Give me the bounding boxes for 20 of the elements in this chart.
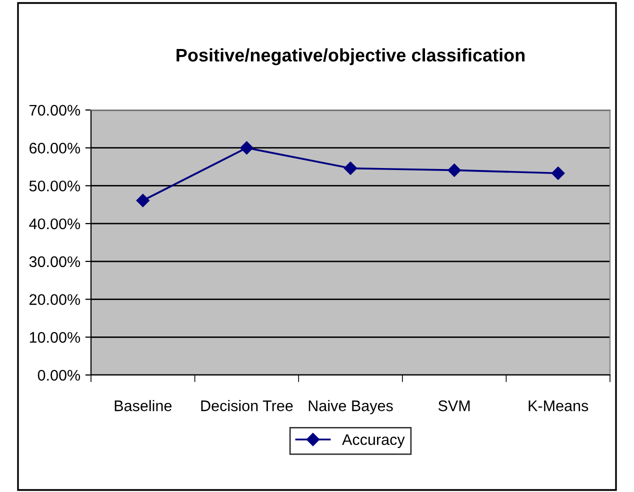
point — [552, 166, 565, 180]
x-tick-label: K-Means — [528, 400, 588, 412]
x-tick-label: SVM — [438, 400, 470, 412]
y-tick-label: 0.00% — [38, 370, 80, 381]
y-tick-label: 10.00% — [30, 332, 80, 343]
x-tick-label: Baseline — [114, 400, 172, 412]
x-tick-label: Decision Tree — [201, 400, 293, 412]
point — [344, 162, 358, 175]
y-tick-label: 30.00% — [29, 256, 80, 268]
y-tick-label: 70.00% — [30, 104, 80, 116]
chart-title: Positive/negative/objective classification — [176, 48, 525, 66]
y-tick-label: 50.00% — [29, 180, 80, 192]
point — [136, 194, 150, 208]
point — [240, 141, 254, 154]
point — [448, 164, 461, 177]
x-tick-label: Naive Bayes — [308, 400, 393, 414]
y-tick-label: 60.00% — [30, 142, 80, 154]
y-tick-label: 20.00% — [30, 294, 80, 305]
legend-label: Accuracy — [342, 434, 405, 448]
y-tick-label: 40.00% — [29, 218, 80, 230]
